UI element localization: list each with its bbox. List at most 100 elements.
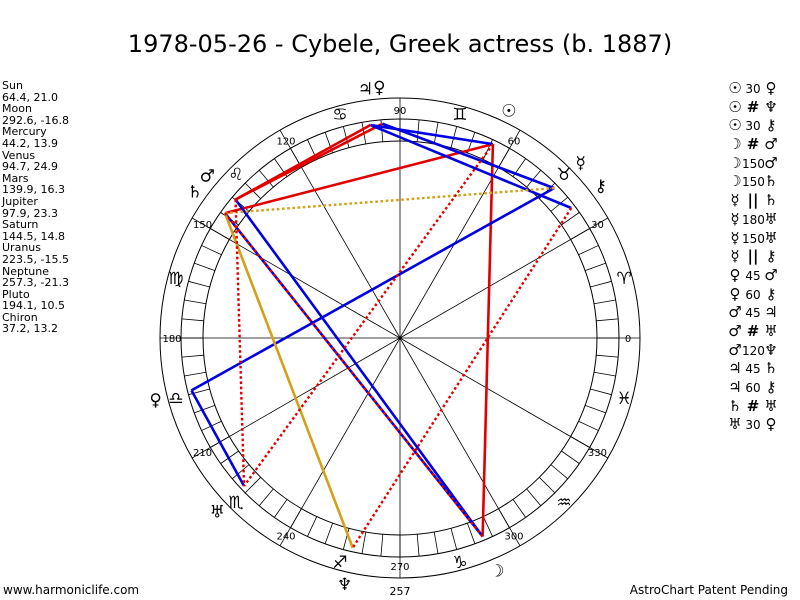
aspect-line [223, 212, 354, 549]
aspect-planet-b: ♅ [764, 321, 778, 340]
zodiac-signs: ♈ ♉ ♊ ♋ ♌ ♍ ♎ ♏ ♐ ♑ ♒ ♓ [168, 105, 631, 573]
tick-mark [244, 477, 261, 494]
aspect-type: # [746, 135, 760, 154]
planet-position-list: Sun 64.4, 21.0 Moon 292.6, -16.8 Mercury 44.2… [2, 80, 69, 335]
aspect-row: ♂120♆ [728, 341, 778, 360]
tick-mark [467, 522, 476, 544]
sign-glyph: ♊ [452, 105, 467, 125]
tick-mark [498, 508, 510, 528]
planet-position-neptune: 257.3, -21.3 [2, 276, 69, 290]
tick-mark [584, 262, 606, 271]
aspect-planet-b: ⚷ [765, 247, 777, 266]
tick-mark [258, 488, 274, 507]
aspect-planet-a: ♀ [729, 265, 741, 284]
aspect-line [224, 212, 484, 538]
aspect-planet-b: ♄ [764, 191, 778, 210]
aspect-type: 150 [742, 175, 765, 190]
aspect-row: ☽150♄ [728, 172, 778, 191]
aspect-planet-a: ☿ [730, 228, 740, 247]
sign-glyph: ♉ [556, 165, 571, 185]
tick-mark [512, 499, 526, 518]
aspect-type: || [747, 247, 759, 266]
aspect-type: 60 [745, 287, 761, 302]
degree-label: 330 [588, 448, 607, 459]
planet-glyph-jupiter: ♃ [358, 79, 373, 99]
aspect-planet-b: ♀ [765, 415, 777, 434]
aspect-planet-a: ♀ [729, 284, 741, 303]
aspect-type: || [747, 191, 759, 210]
tick-mark [184, 371, 207, 377]
aspect-planet-a: ☉ [728, 79, 742, 97]
aspect-planet-a: ☽ [728, 153, 742, 172]
degree-labels: 0 30 60 90 120 150 180 210 240 270 300 330 257 [162, 106, 631, 598]
aspect-row: ☿ || ⚷ [728, 247, 778, 266]
planet-glyph-mercury: ☿ [575, 153, 585, 173]
aspect-line [190, 389, 246, 487]
planet-position-uranus: 223.5, -15.5 [2, 252, 69, 266]
tick-mark [194, 262, 216, 271]
tick-mark [590, 280, 612, 288]
tick-mark [482, 516, 493, 537]
planet-name-sun: Sun [2, 79, 23, 92]
tick-mark [526, 169, 542, 188]
aspect-type: 45 [745, 362, 761, 377]
degree-label: 300 [504, 531, 523, 542]
planet-position-jupiter: 97.9, 23.3 [2, 206, 58, 220]
degree-label: 270 [390, 562, 409, 573]
sign-glyph: ♑ [452, 553, 467, 573]
aspect-planet-b: ♅ [764, 209, 778, 228]
aspect-list: ☉ 30 ♀ ☉ # ♆ ☉ 30 ⚷ ☽ # ♂ ☽150♂ ☽150♄ ☿ || ♄ ☿ 180♅ ☿ 150♅ ☿ |… [728, 79, 778, 434]
planet-glyph-saturn: ♄ [187, 183, 202, 203]
tick-mark [578, 420, 599, 431]
degree-label: 30 [591, 220, 604, 231]
planet-name-pluto: Pluto [2, 287, 30, 301]
aspect-row: ♅ 30 ♀ [728, 415, 778, 434]
aspect-row: ☽150♂ [728, 154, 778, 173]
aspect-planet-a: ☽ [728, 135, 742, 154]
aspect-row: ☉ # ♆ [728, 98, 778, 117]
tick-mark [561, 212, 580, 226]
tick-mark [210, 228, 230, 240]
sign-glyph: ♋ [332, 105, 347, 125]
aspect-planet-a: ☿ [730, 209, 740, 228]
aspect-row: ☿ 150♅ [728, 229, 778, 248]
aspect-planet-a: ☉ [728, 116, 742, 135]
aspect-planet-a: ♂ [728, 303, 742, 322]
planet-position-pluto: 194.1, 10.5 [2, 299, 65, 313]
aspect-line [481, 144, 495, 537]
planet-name-saturn: Saturn [2, 218, 39, 232]
footer-notice: AstroChart Patent Pending [629, 583, 788, 597]
planet-name-neptune: Neptune [2, 264, 50, 278]
tick-mark [181, 354, 204, 358]
planet-position-mercury: 44.2, 13.9 [2, 136, 58, 150]
tick-mark [593, 371, 616, 377]
degree-label: 210 [193, 448, 212, 459]
aspect-planet-b: ♃ [764, 303, 778, 322]
tick-mark [274, 499, 288, 518]
degree-label: 180 [162, 334, 181, 345]
aspect-planet-b: ♆ [764, 97, 778, 116]
aspect-line [234, 198, 484, 538]
aspect-planet-a: ♂ [728, 340, 742, 359]
footer-website[interactable]: www.harmoniclife.com [3, 583, 140, 597]
aspect-planet-a: ♄ [728, 396, 742, 415]
tick-mark [307, 516, 318, 537]
aspect-row: ☽ # ♂ [728, 135, 778, 154]
aspect-type: 30 [745, 82, 761, 96]
outer-degree-label: 257 [390, 585, 411, 598]
tick-mark [433, 531, 439, 554]
aspect-planet-a: ♅ [728, 415, 742, 434]
aspect-line [190, 186, 555, 392]
aspect-row: ♂ # ♅ [728, 322, 778, 341]
aspect-planet-a: ♃ [728, 378, 742, 396]
aspect-row: ♀ 60 ⚷ [728, 285, 778, 304]
tick-mark [416, 534, 420, 557]
tick-mark [184, 299, 207, 305]
aspect-planet-b: ♄ [764, 359, 778, 378]
sign-glyph: ♈ [616, 269, 631, 289]
planet-position-chiron: 37.2, 13.2 [2, 322, 58, 336]
degree-label: 240 [276, 531, 295, 542]
planet-name-uranus: Uranus [2, 241, 41, 255]
planet-position-venus: 94.7, 24.9 [2, 160, 58, 174]
tick-mark [584, 405, 606, 414]
